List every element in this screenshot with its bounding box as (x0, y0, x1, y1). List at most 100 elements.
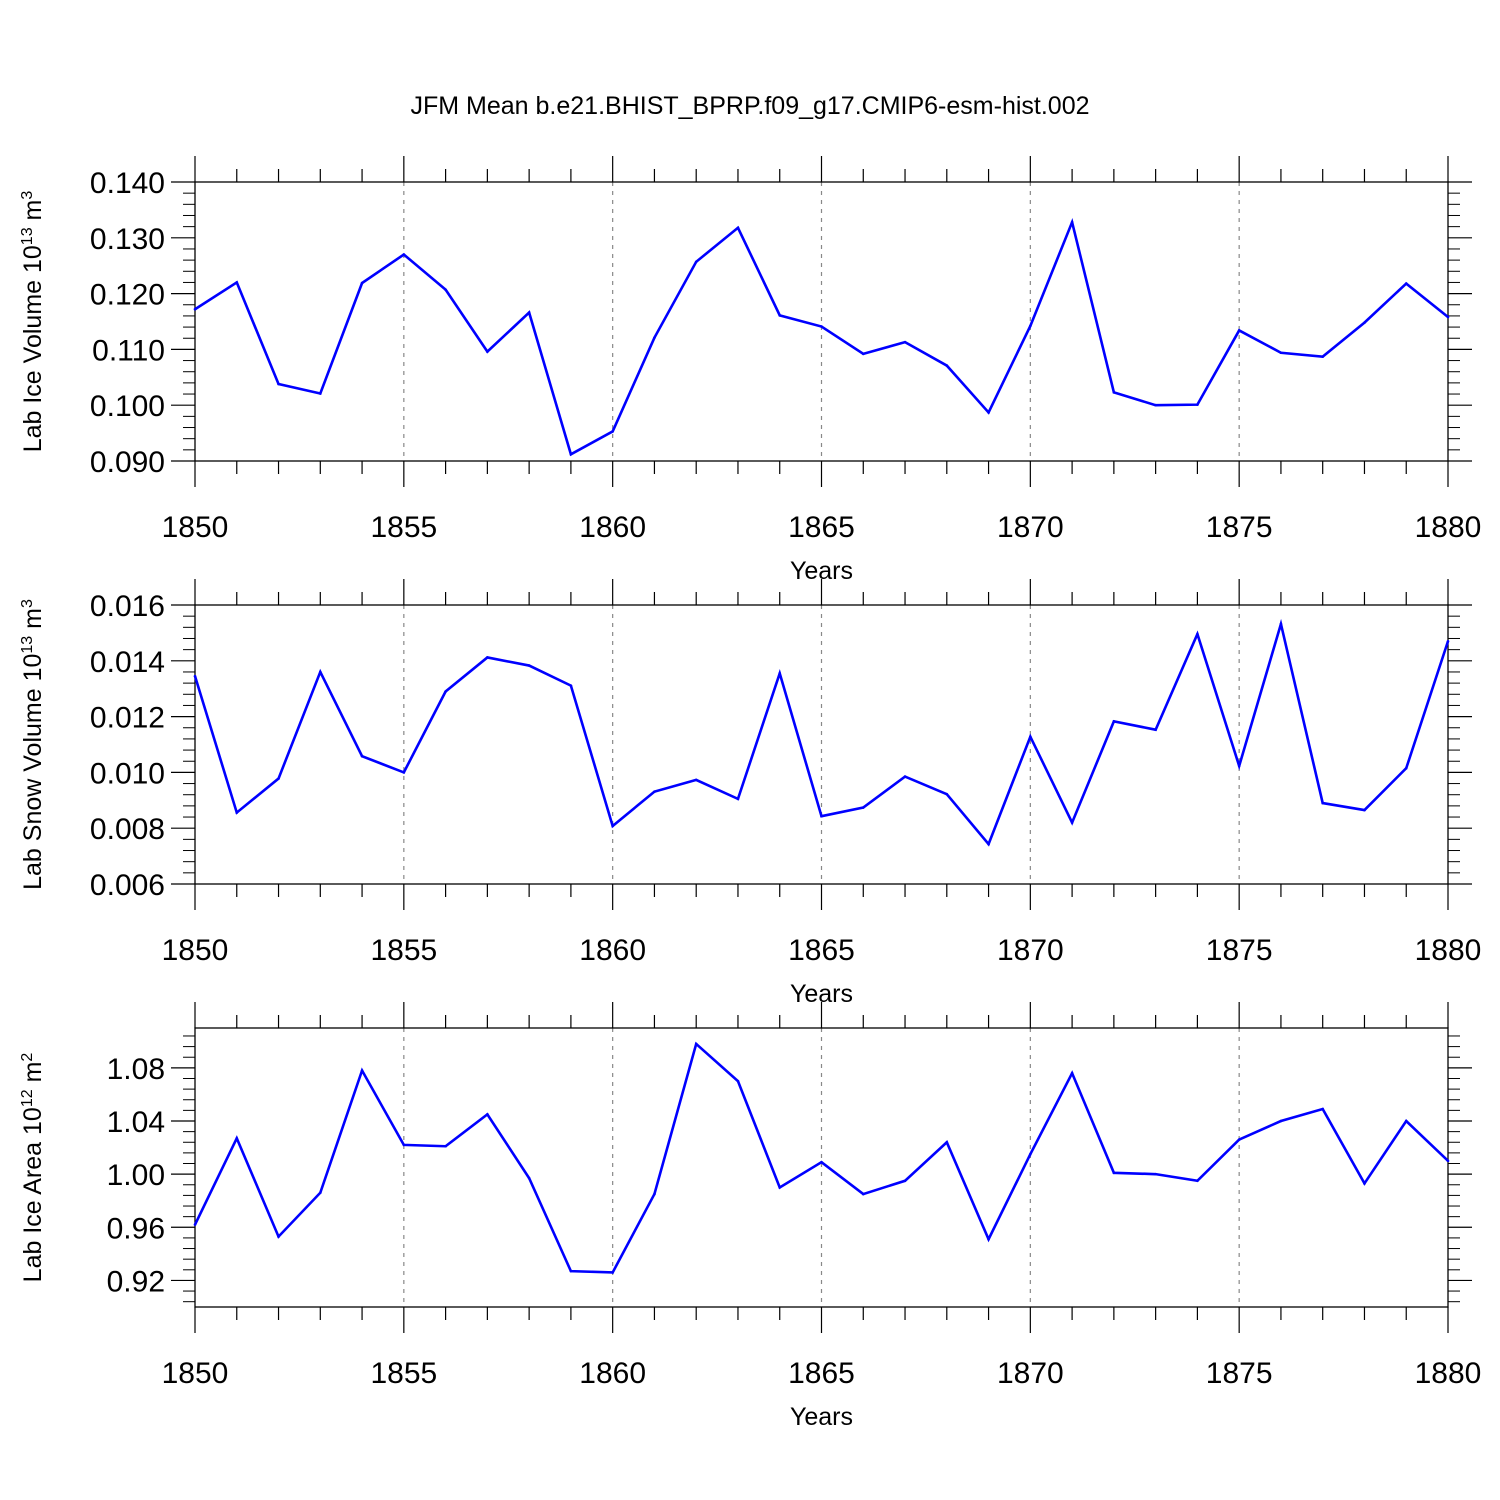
y-tick-label: 0.016 (90, 590, 165, 623)
data-point (1029, 1152, 1032, 1156)
data-point (1196, 403, 1199, 406)
data-point (1321, 801, 1324, 805)
data-point (1404, 1119, 1408, 1123)
y-tick-label: 1.04 (107, 1106, 165, 1139)
data-point (235, 281, 239, 284)
data-point (1112, 1171, 1116, 1175)
x-tick-label: 1860 (579, 511, 646, 544)
y-tick-label: 0.014 (90, 646, 165, 679)
data-point (1279, 1119, 1283, 1123)
data-point (277, 777, 280, 780)
x-tick-label: 1880 (1415, 934, 1482, 967)
y-unit-exp: 12 (19, 1089, 36, 1107)
y-label-text: Lab Ice Volume (19, 273, 47, 452)
data-point (820, 814, 823, 818)
data-point (193, 1223, 197, 1226)
y-tick-label: 0.140 (90, 167, 165, 200)
data-point (611, 824, 614, 828)
data-point (1237, 1138, 1241, 1141)
data-point (820, 1160, 823, 1164)
y-tick-label: 1.00 (107, 1159, 165, 1192)
y-tick-label: 0.130 (90, 223, 165, 256)
x-tick-label: 1875 (1206, 511, 1273, 544)
data-point (694, 1042, 698, 1046)
data-point (277, 1235, 280, 1238)
y-axis-label: Lab Ice Volume 1013 m3 (19, 191, 47, 453)
page-title: JFM Mean b.e21.BHIST_BPRP.f09_g17.CMIP6-… (410, 92, 1090, 120)
y-label-text: Lab Snow Volume (19, 681, 47, 889)
x-tick-label: 1850 (162, 1357, 229, 1390)
data-point (1237, 764, 1241, 768)
y-unit-base: 10 (19, 654, 47, 682)
y-unit-base: 10 (19, 245, 47, 273)
data-point (1321, 1107, 1324, 1111)
x-axis-label: Years (790, 1403, 853, 1431)
data-point (402, 771, 406, 774)
y-tick-label: 1.08 (107, 1053, 165, 1086)
data-point (486, 350, 489, 353)
data-point (694, 260, 698, 264)
data-point (569, 684, 573, 687)
data-point (235, 1136, 239, 1140)
x-tick-label: 1855 (370, 511, 437, 544)
data-point (193, 307, 197, 311)
y-unit-sym-exp: 3 (19, 191, 36, 200)
x-tick-label: 1880 (1415, 1357, 1482, 1390)
y-tick-label: 0.110 (92, 334, 165, 367)
data-point (1404, 766, 1408, 770)
data-point (945, 1140, 949, 1144)
x-tick-label: 1855 (370, 934, 437, 967)
data-point (360, 754, 364, 758)
x-tick-label: 1850 (162, 511, 229, 544)
data-point (903, 340, 907, 344)
y-unit-sym: m (19, 608, 47, 636)
y-tick-label: 0.006 (90, 869, 165, 902)
y-tick-label: 0.92 (107, 1265, 165, 1298)
y-axis-label: Lab Ice Area 1012 m2 (19, 1053, 47, 1283)
data-point (861, 352, 865, 356)
data-point (903, 775, 907, 778)
data-point (1279, 622, 1283, 626)
data-point (1029, 324, 1032, 328)
data-point (360, 281, 364, 285)
data-point (319, 670, 322, 674)
data-point (1112, 720, 1116, 723)
data-point (235, 811, 239, 814)
y-unit-sym: m (19, 1062, 47, 1090)
data-point (736, 797, 740, 801)
x-tick-label: 1875 (1206, 934, 1273, 967)
data-point (486, 1113, 489, 1116)
x-tick-label: 1870 (997, 1357, 1064, 1390)
data-point (444, 288, 447, 291)
data-point (861, 1192, 865, 1196)
data-point (1154, 728, 1157, 732)
data-point (778, 314, 782, 317)
y-unit-sym: m (19, 200, 47, 228)
data-point (903, 1179, 907, 1183)
y-label-text: Lab Ice Area (19, 1135, 47, 1282)
data-point (319, 392, 322, 395)
data-point (1029, 735, 1032, 738)
data-point (1446, 639, 1450, 643)
data-point (402, 253, 406, 256)
data-point (1404, 282, 1408, 285)
data-point (527, 1176, 531, 1180)
y-unit-sym-exp: 3 (19, 599, 36, 608)
data-point (360, 1069, 364, 1072)
data-point (1070, 1071, 1074, 1075)
x-tick-label: 1865 (788, 934, 855, 967)
data-point (1196, 632, 1199, 636)
data-point (1363, 321, 1366, 324)
y-axis-label: Lab Snow Volume 1013 m3 (19, 599, 47, 890)
y-tick-label: 0.012 (90, 702, 165, 735)
data-point (444, 1144, 447, 1148)
x-tick-label: 1870 (997, 934, 1064, 967)
data-point (402, 1143, 406, 1147)
y-tick-label: 0.96 (107, 1212, 165, 1245)
data-point (1237, 329, 1241, 332)
y-unit-sym-exp: 2 (19, 1053, 36, 1062)
data-point (277, 382, 280, 386)
data-point (1154, 403, 1157, 407)
data-point (778, 1186, 782, 1189)
x-tick-label: 1880 (1415, 511, 1482, 544)
